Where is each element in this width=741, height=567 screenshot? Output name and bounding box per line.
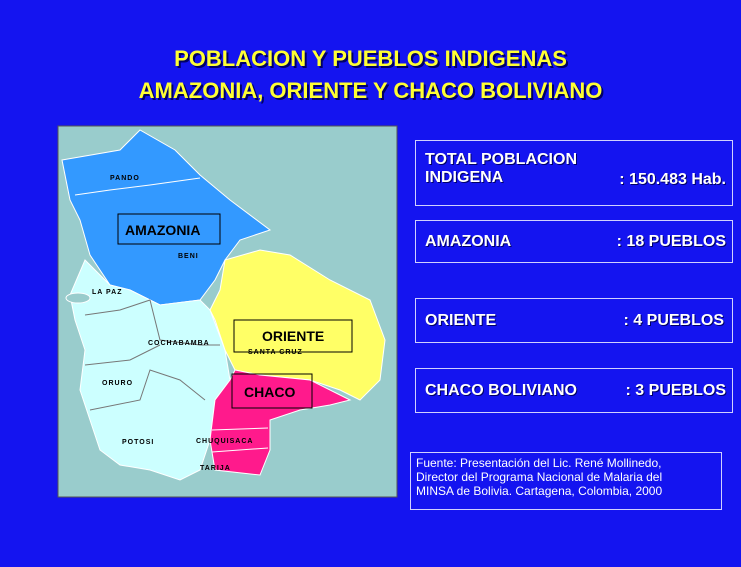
stat-box: TOTAL POBLACION INDIGENA : 150.483 Hab. — [415, 140, 733, 206]
title-line: POBLACION Y PUEBLOS INDIGENAS — [174, 46, 567, 71]
dept-label: BENI — [178, 253, 199, 260]
dept-label: POTOSI — [122, 439, 154, 446]
stat-value: : 3 PUEBLOS — [625, 382, 726, 399]
source-line: Director del Programa Nacional de Malari… — [416, 470, 663, 484]
region-box — [231, 373, 313, 409]
stat-box: ORIENTE : 4 PUEBLOS — [415, 298, 733, 343]
border — [211, 427, 269, 431]
stat-value: : 150.483 Hab. — [619, 171, 726, 188]
stat-label: TOTAL POBLACION INDIGENA — [425, 151, 577, 186]
source-line: Fuente: Presentación del Lic. René Molli… — [416, 456, 662, 470]
lake — [65, 292, 91, 304]
stat-value: : 18 PUEBLOS — [616, 233, 726, 250]
chaco-area — [209, 369, 352, 476]
dept-label: ORURO — [102, 380, 133, 387]
stat-label: ORIENTE — [425, 312, 497, 329]
amazonia-area — [61, 129, 272, 306]
source-note: Fuente: Presentación del Lic. René Molli… — [410, 452, 722, 510]
border — [84, 344, 161, 366]
border — [89, 369, 206, 411]
dept-label: PANDO — [110, 175, 140, 182]
stat-box: CHACO BOLIVIANO : 3 PUEBLOS — [415, 368, 733, 413]
stat-box: AMAZONIA : 18 PUEBLOS — [415, 220, 733, 263]
border — [211, 447, 269, 453]
stat-label: CHACO BOLIVIANO — [425, 382, 577, 399]
border — [74, 177, 201, 196]
stat-value: : 4 PUEBLOS — [623, 312, 724, 329]
oriente-area — [209, 249, 386, 401]
region-label: ORIENTE — [262, 328, 324, 344]
stat-label: AMAZONIA — [425, 233, 512, 250]
region-box — [117, 213, 221, 245]
border — [149, 299, 220, 346]
source-line: MINSA de Bolivia. Cartagena, Colombia, 2… — [416, 484, 663, 498]
region-box — [233, 319, 353, 353]
title-line: AMAZONIA, ORIENTE Y CHACO BOLIVIANO — [138, 78, 603, 103]
region-label: CHACO — [244, 384, 295, 400]
dept-label: CHUQUISACA — [196, 438, 253, 445]
border — [84, 299, 151, 316]
dept-label: TARIJA — [200, 465, 231, 472]
dept-label: LA PAZ — [92, 289, 123, 296]
region-label: AMAZONIA — [125, 222, 200, 238]
dept-label: COCHABAMBA — [148, 340, 210, 347]
